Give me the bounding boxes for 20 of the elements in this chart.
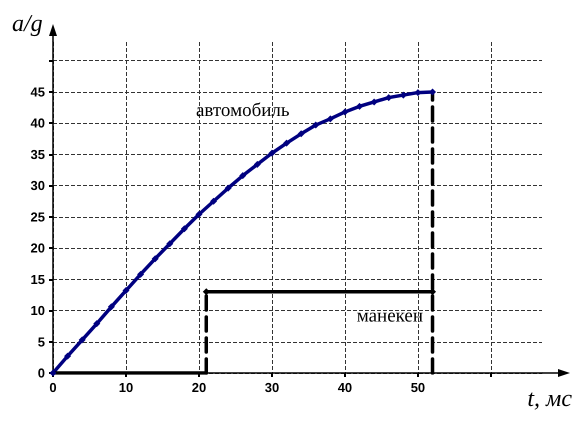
y-tick-label: 30 [30, 178, 45, 194]
x-tick-label: 10 [118, 380, 134, 395]
y-tick-label: 0 [38, 366, 45, 380]
series-label: манекен [356, 305, 424, 326]
y-tick-label: 35 [30, 146, 45, 162]
y-tick-label: 20 [30, 240, 45, 256]
series-label: автомобиль [196, 100, 290, 122]
y-axis-title: a/g [12, 11, 43, 37]
y-tick-label: 25 [30, 209, 45, 224]
y-tick-label: 10 [30, 303, 45, 318]
x-tick-label: 0 [49, 380, 57, 395]
x-axis-title: t, мс [527, 386, 572, 412]
x-tick-label: 40 [338, 380, 352, 395]
x-tick-label: 30 [264, 380, 280, 395]
y-tick-label: 45 [30, 84, 45, 100]
x-tick-label: 20 [192, 380, 206, 395]
y-tick-label: 5 [38, 334, 45, 350]
x-tick-label: 50 [410, 380, 426, 395]
y-tick-label: 40 [30, 116, 45, 131]
y-tick-label: 15 [30, 272, 45, 287]
